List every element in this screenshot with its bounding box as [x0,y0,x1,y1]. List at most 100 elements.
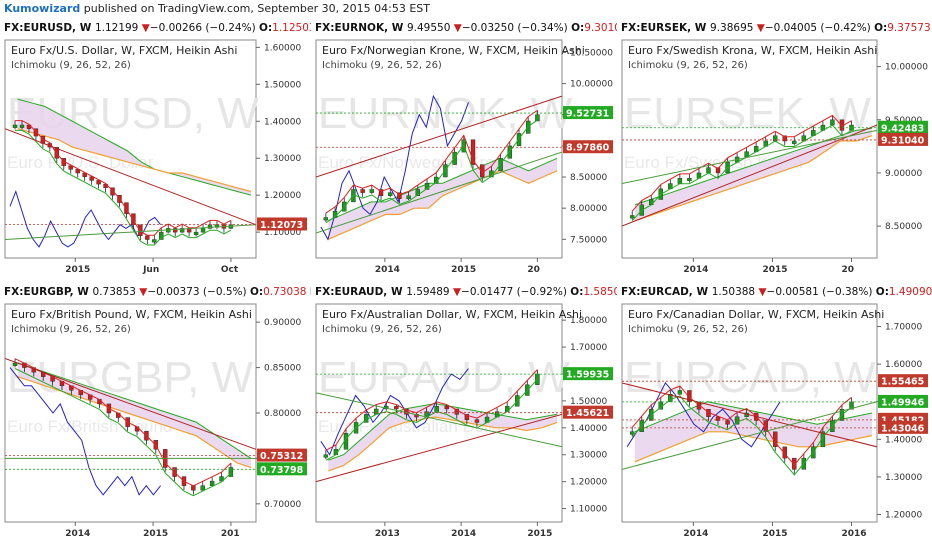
y-tick-label: 10.00000 [885,63,928,73]
watermark-symbol: EURCAD, W [624,353,876,402]
kijun-sen [631,395,852,476]
publish-info: published on TradingView.com, September … [80,2,431,15]
candle [406,195,411,200]
candle [200,485,205,491]
chikou-span [9,367,161,496]
indicator-label: Ichimoku (9, 26, 52, 26) [11,324,131,335]
candle [19,124,25,128]
price-tag-bg [563,405,613,419]
kijun-sen [325,119,538,224]
watermark-name: Euro Fx/British Pound [7,417,172,436]
y-tick-label: 1.40000 [570,424,607,434]
tenkan-sen [631,114,852,212]
senkou-span-b [328,416,558,472]
senkou-span-b [17,128,252,193]
price-tag-bg [878,132,928,146]
candle [89,176,94,181]
header-segment: 9.49550 [407,22,454,34]
y-tick-label: 1.10000 [264,228,301,238]
senkou-span-b [634,431,873,463]
x-tick-label: 2014 [65,529,90,539]
ichimoku-cloud [634,401,872,462]
chikou-span [320,94,469,241]
chart-title: Euro Fx/Australian Dollar, W, FXCM, Heik… [322,308,582,321]
y-tick-label: 8.50000 [570,173,607,183]
price-tag-label: 1.45621 [566,408,609,419]
price-tag-bg [257,448,307,462]
y-tick-label: 1.30000 [885,473,922,483]
header-segment: 1.59489 [406,286,453,298]
y-tick-label: 1.30000 [264,154,301,164]
panel-header-bg [311,18,617,35]
candle [145,235,150,240]
kijun-sen [14,368,232,497]
candle [12,124,18,128]
chart-grid: FX:EURUSD, W 1.12199 ▼−0.00266 (−0.24%) … [0,18,932,550]
candle [782,446,787,459]
header-segment: ▼ [453,286,462,298]
y-tick-label: 1.40000 [885,435,922,445]
candle [734,416,740,425]
header-segment: O: [259,22,272,34]
candle [464,414,470,420]
candle [706,167,711,174]
y-tick-label: 0.70000 [264,500,301,510]
header-segment: FX:EURSEK, W [621,22,710,34]
y-tick-label: 1.60000 [885,360,922,370]
y-tick-label: 8.50000 [885,222,922,232]
y-tick-label: 1.20000 [885,510,922,520]
candle [454,408,460,415]
panel-header-bg [0,282,311,299]
chart-title: Euro Fx/Swedish Krona, W, FXCM, Heikin A… [628,44,877,57]
candle [782,135,787,142]
candle [535,114,540,122]
price-tag-label: 0.73798 [260,465,304,476]
panel-header: FX:EURCAD, W 1.50388 ▼−0.00581 (−0.38%) … [621,286,932,298]
trend-line [316,95,562,178]
candle [792,457,797,470]
y-tick-label: 1.50000 [264,80,301,90]
header-segment: ▼ [142,22,151,34]
panel-header-bg [617,282,932,299]
indicator-label: Ichimoku (9, 26, 52, 26) [628,60,748,71]
senkou-span-a [328,403,558,461]
price-tag-label: 9.52731 [566,109,609,120]
price-tag-label: 1.49946 [881,397,925,408]
x-tick-label: 2015 [143,529,168,539]
chart-panel-eurcad: FX:EURCAD, W 1.50388 ▼−0.00581 (−0.38%) … [617,282,932,539]
price-tag-label: 1.12073 [260,220,303,231]
x-tick-label: 201 [221,529,240,539]
header-segment: FX:EURNOK, W [315,22,407,34]
price-tag-bg [563,140,613,154]
price-tag-label: 9.31040 [881,135,925,146]
header-segment: 0.73853 [93,286,140,298]
candle [12,362,18,366]
x-tick-label: 2015 [451,265,476,275]
y-tick-label: 0.90000 [264,318,301,328]
tenkan-sen [14,358,232,487]
price-tag-label: 1.45182 [881,415,924,426]
tenkan-sen [631,385,852,466]
candle [725,420,730,425]
x-tick-label: 2013 [375,529,400,539]
candle [394,406,399,410]
candle [323,454,329,458]
price-tag-bg [878,394,928,408]
price-tag-label: 0.75312 [260,451,303,462]
price-tag-bg [563,106,613,120]
trend-line [316,392,562,448]
candle [415,189,421,196]
candle [444,406,449,410]
indicator-label: Ichimoku (9, 26, 52, 26) [322,60,442,71]
header-segment: 1.12199 [95,22,142,34]
header-segment: 1.50388 [712,286,759,298]
candle [397,192,402,200]
y-tick-label: 1.30000 [570,451,607,461]
candle [219,476,224,482]
trend-line [316,151,562,234]
header-segment: 0.73038 [263,286,310,298]
candle [172,228,178,233]
author-link[interactable]: Kumowizard [4,2,81,15]
tenkan-sen [325,369,538,451]
x-tick-label: 2015 [527,529,552,539]
